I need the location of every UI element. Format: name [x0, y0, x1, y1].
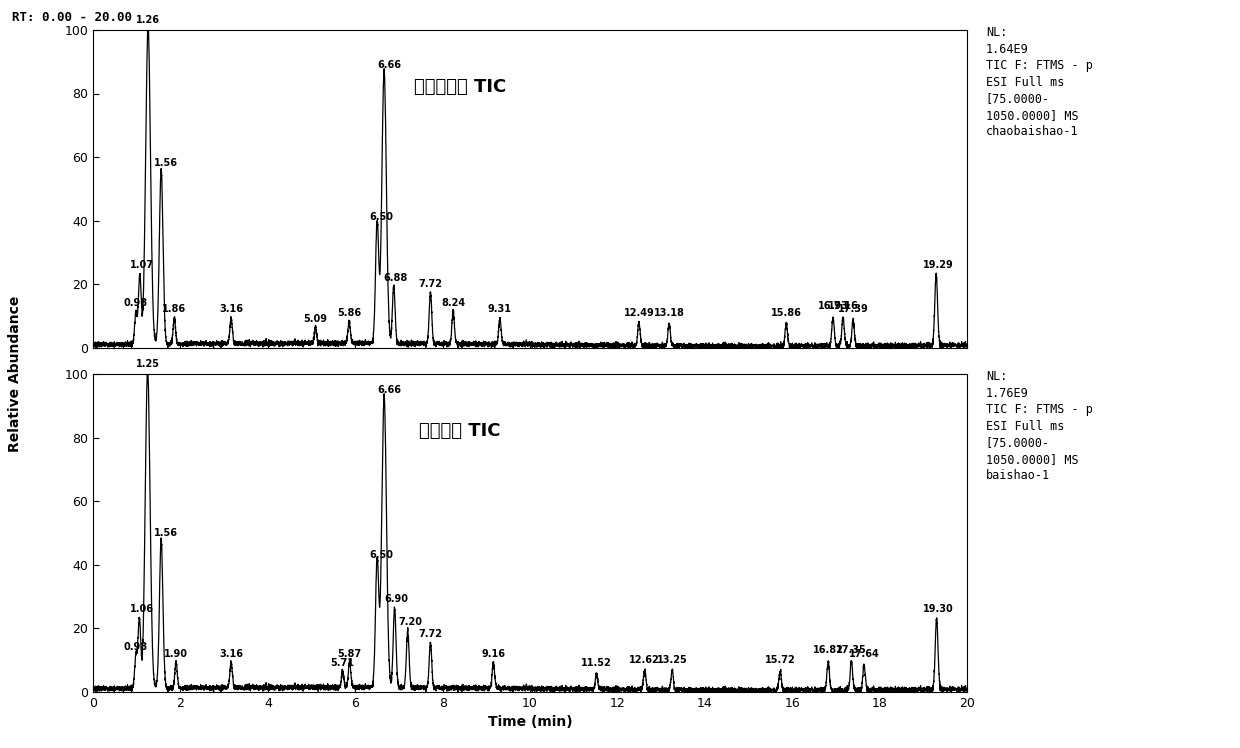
Text: 9.31: 9.31 — [489, 304, 512, 314]
Text: 19.29: 19.29 — [923, 260, 954, 270]
Text: 1.56: 1.56 — [154, 528, 177, 538]
Text: 6.50: 6.50 — [370, 212, 393, 222]
Text: 17.64: 17.64 — [848, 649, 879, 658]
X-axis label: Time (min): Time (min) — [487, 715, 573, 729]
Text: Relative Abundance: Relative Abundance — [7, 295, 22, 453]
Text: 6.90: 6.90 — [384, 595, 409, 604]
Text: 6.50: 6.50 — [370, 550, 393, 560]
Text: 12.49: 12.49 — [624, 307, 655, 318]
Text: 1.25: 1.25 — [135, 359, 160, 370]
Text: 3.16: 3.16 — [219, 649, 243, 658]
Text: 6.66: 6.66 — [377, 384, 402, 395]
Text: 15.86: 15.86 — [771, 307, 802, 318]
Text: 0.98: 0.98 — [124, 643, 148, 652]
Text: 12.62: 12.62 — [629, 655, 660, 665]
Text: 0.98: 0.98 — [124, 298, 148, 308]
Text: 7.72: 7.72 — [418, 279, 443, 289]
Text: 1.86: 1.86 — [162, 304, 186, 314]
Text: 6.66: 6.66 — [377, 60, 402, 70]
Text: NL:
1.64E9
TIC F: FTMS - p
ESI Full ms
[75.0000-
1050.0000] MS
chaobaishao-1: NL: 1.64E9 TIC F: FTMS - p ESI Full ms [… — [986, 26, 1092, 138]
Text: 7.20: 7.20 — [398, 617, 422, 627]
Text: 9.16: 9.16 — [481, 649, 506, 658]
Text: 17.39: 17.39 — [838, 304, 868, 314]
Text: 1.26: 1.26 — [136, 15, 160, 25]
Text: 熏硫白芍 TIC: 熏硫白芍 TIC — [419, 422, 501, 441]
Text: 15.72: 15.72 — [765, 655, 796, 665]
Text: 11.52: 11.52 — [582, 658, 611, 668]
Text: 6.88: 6.88 — [384, 273, 408, 283]
Text: 5.71: 5.71 — [331, 658, 355, 668]
Text: 17.35: 17.35 — [836, 646, 867, 655]
Text: 13.18: 13.18 — [653, 307, 684, 318]
Text: 19.30: 19.30 — [924, 604, 954, 614]
Text: 16.82: 16.82 — [812, 646, 843, 655]
Text: 13.25: 13.25 — [657, 655, 687, 665]
Text: NL:
1.76E9
TIC F: FTMS - p
ESI Full ms
[75.0000-
1050.0000] MS
baishao-1: NL: 1.76E9 TIC F: FTMS - p ESI Full ms [… — [986, 370, 1092, 482]
Text: 5.09: 5.09 — [304, 314, 327, 324]
Text: 5.87: 5.87 — [337, 649, 362, 658]
Text: 17.16: 17.16 — [827, 301, 858, 311]
Text: 5.86: 5.86 — [337, 307, 361, 318]
Text: 非熏硫白芍 TIC: 非熏硫白芍 TIC — [414, 78, 506, 96]
Text: 1.56: 1.56 — [155, 159, 179, 168]
Text: 8.24: 8.24 — [441, 298, 465, 308]
Text: 7.72: 7.72 — [418, 630, 443, 640]
Text: 1.07: 1.07 — [130, 260, 154, 270]
Text: RT: 0.00 - 20.00: RT: 0.00 - 20.00 — [12, 11, 133, 24]
Text: 3.16: 3.16 — [219, 304, 243, 314]
Text: 1.06: 1.06 — [129, 604, 154, 614]
Text: 16.93: 16.93 — [817, 301, 848, 311]
Text: 1.90: 1.90 — [164, 649, 188, 658]
